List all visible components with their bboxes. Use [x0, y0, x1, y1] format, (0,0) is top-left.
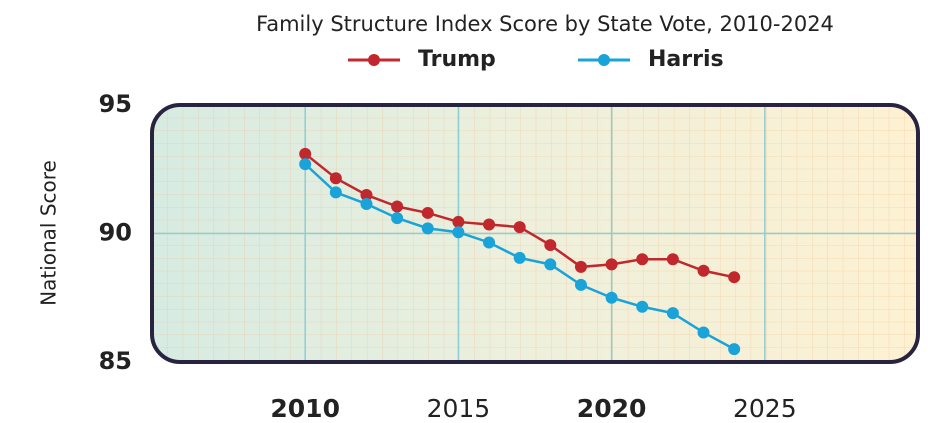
data-point	[360, 197, 373, 210]
x-tick-label: 2025	[733, 394, 797, 423]
plot-frame	[150, 103, 920, 364]
data-point	[391, 212, 404, 225]
data-point	[697, 264, 710, 277]
data-point	[544, 258, 557, 271]
data-point	[666, 253, 679, 266]
data-point	[329, 186, 342, 199]
data-point	[728, 343, 741, 356]
data-point	[483, 218, 496, 231]
data-point	[544, 239, 557, 252]
data-point	[421, 206, 434, 219]
data-point	[574, 278, 587, 291]
chart-subtitle: Family Structure Index Score by State Vo…	[256, 12, 834, 36]
data-point	[513, 251, 526, 264]
x-tick-label: 2020	[577, 394, 647, 423]
data-point	[636, 300, 649, 313]
y-tick-label: 90	[99, 219, 132, 247]
data-point	[697, 326, 710, 339]
data-point	[452, 226, 465, 239]
data-point	[574, 260, 587, 273]
data-point	[513, 221, 526, 234]
data-point	[299, 158, 312, 171]
data-point	[605, 258, 618, 271]
data-point	[728, 271, 741, 284]
data-point	[636, 253, 649, 266]
legend-label: Harris	[648, 47, 724, 72]
y-tick-label: 95	[99, 90, 132, 118]
legend-label: Trump	[418, 47, 496, 72]
data-point	[391, 200, 404, 213]
data-point	[299, 147, 312, 160]
x-tick-label: 2010	[270, 394, 340, 423]
y-axis-label: National Score	[37, 160, 61, 306]
legend-marker	[598, 54, 610, 66]
data-point	[452, 215, 465, 228]
data-point	[666, 307, 679, 320]
data-point	[483, 236, 496, 249]
data-point	[329, 172, 342, 185]
y-tick-label: 85	[99, 347, 132, 375]
x-tick-label: 2015	[427, 394, 491, 423]
data-point	[421, 222, 434, 235]
legend-marker	[368, 54, 380, 66]
data-point	[605, 291, 618, 304]
data-point	[360, 188, 373, 201]
